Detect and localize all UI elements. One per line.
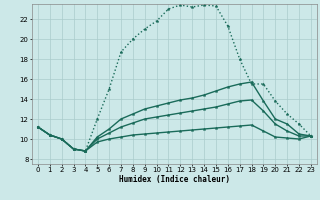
X-axis label: Humidex (Indice chaleur): Humidex (Indice chaleur) bbox=[119, 175, 230, 184]
